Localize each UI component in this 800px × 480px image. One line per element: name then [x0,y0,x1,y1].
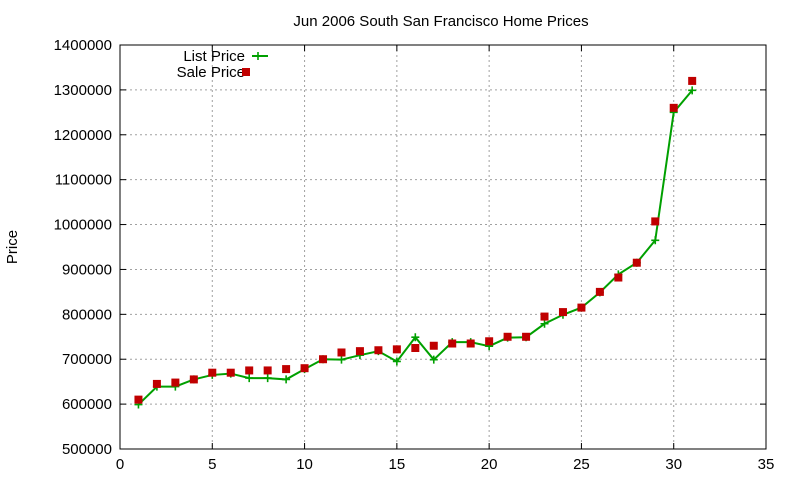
x-tick-label: 10 [296,456,313,473]
legend-sale-price-marker [242,68,250,76]
sale-price-point [595,287,604,296]
y-axis-label: Price [4,230,21,264]
y-tick-label: 900000 [62,261,112,278]
list-price-point [688,86,697,95]
sale-price-point [411,344,420,352]
x-tick-label: 0 [116,456,124,473]
chart-title: Jun 2006 South San Francisco Home Prices [293,13,588,30]
y-tick-label: 500000 [62,441,112,458]
sale-price-point [355,347,364,356]
y-tick-label: 1400000 [54,37,112,54]
sale-price-point [263,366,272,375]
x-tick-label: 35 [758,456,775,473]
sale-price-point [208,368,217,377]
sale-price-point [448,339,457,348]
list-price-point [540,319,549,328]
y-tick-label: 1300000 [54,82,112,99]
sale-price-point [171,378,180,387]
legend-list-price-marker [254,52,262,60]
legend-label: Sale Price [177,64,245,81]
sale-price-point [540,312,549,321]
sale-price-point [632,258,641,267]
sale-price-point [319,355,328,364]
list-price-point [392,357,401,366]
x-tick-label: 30 [665,456,682,473]
sale-price-point [522,332,531,341]
series-layer [134,76,697,409]
y-tick-label: 700000 [62,351,112,368]
list-price-point [411,333,420,342]
sale-price-point [300,364,309,373]
x-tick-label: 20 [481,456,498,473]
sale-price-point [577,303,586,312]
list-price-point [429,355,438,364]
y-tick-label: 800000 [62,306,112,323]
y-tick-label: 1200000 [54,127,112,144]
list-price-point [263,374,272,383]
axis-ticks: 500000 600000 700000 800000 900000 1000000 110… [54,37,775,473]
x-tick-label: 15 [389,456,406,473]
list-price-point [282,375,291,384]
sale-price-point [558,308,567,317]
sale-price-point [669,103,678,112]
y-tick-label: 1100000 [55,172,112,189]
sale-price-point [282,365,291,374]
sale-price-point [392,345,401,354]
sale-price-point [226,368,235,377]
sale-price-point [614,273,623,282]
y-tick-label: 600000 [62,396,112,413]
series-sale-price [134,76,697,404]
legend-label: List Price [183,48,245,65]
sale-price-point [134,395,143,404]
sale-price-point [466,339,475,348]
grid [120,45,766,449]
sale-price-point [374,346,383,355]
x-tick-label: 5 [208,456,216,473]
x-tick-label: 25 [573,456,590,473]
sale-price-point [245,366,254,375]
sale-price-point [485,337,494,346]
sale-price-point [429,341,438,350]
sale-price-point [189,375,198,384]
y-tick-label: 1000000 [54,217,112,234]
list-price-line [137,89,693,406]
sale-price-point [337,348,346,357]
sale-price-point [651,217,660,226]
sale-price-point [688,76,697,85]
list-price-point [245,374,254,383]
sale-price-point [152,379,161,388]
list-price-point [651,236,660,245]
sale-price-point [503,332,512,341]
list-price-point [337,355,346,364]
plot-border [119,44,767,450]
